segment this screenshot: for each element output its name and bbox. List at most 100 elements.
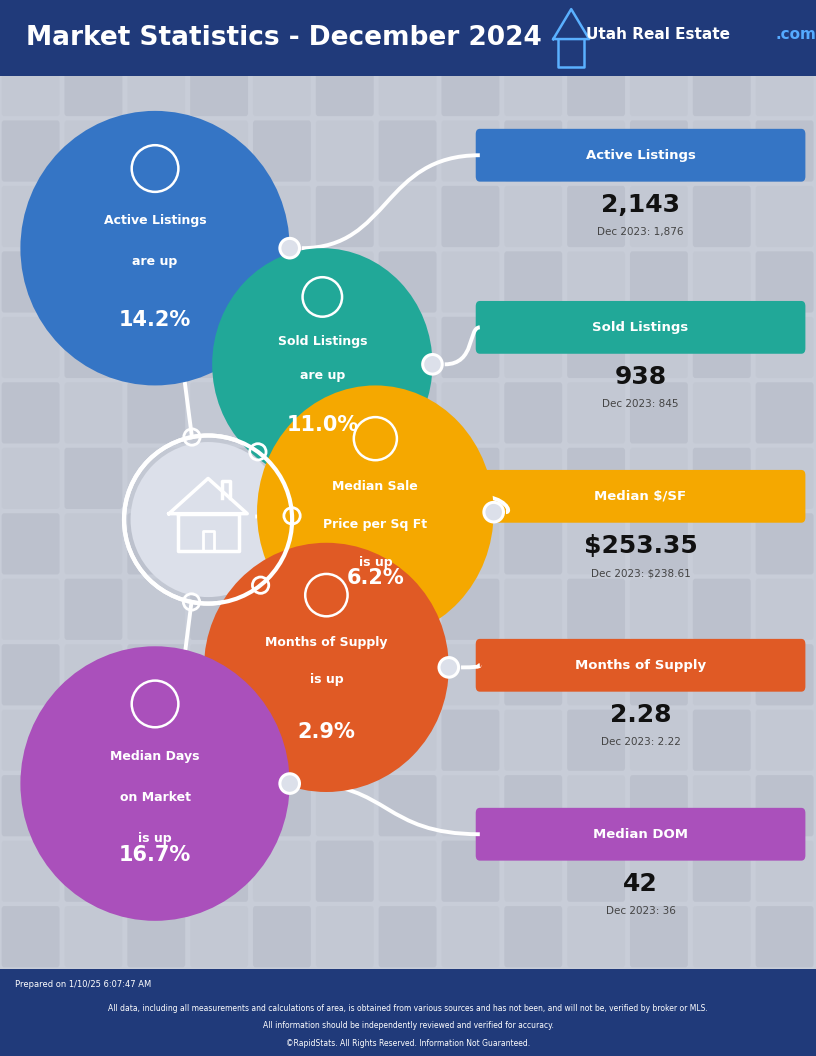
FancyBboxPatch shape xyxy=(190,841,248,902)
Ellipse shape xyxy=(20,111,290,385)
FancyBboxPatch shape xyxy=(127,644,185,705)
FancyBboxPatch shape xyxy=(756,579,814,640)
FancyBboxPatch shape xyxy=(379,841,437,902)
Text: 14.2%: 14.2% xyxy=(119,309,191,329)
FancyBboxPatch shape xyxy=(504,382,562,444)
FancyBboxPatch shape xyxy=(253,513,311,574)
Ellipse shape xyxy=(439,658,459,677)
Text: Dec 2023: 2.22: Dec 2023: 2.22 xyxy=(601,737,681,748)
FancyBboxPatch shape xyxy=(756,775,814,836)
FancyBboxPatch shape xyxy=(693,186,751,247)
Ellipse shape xyxy=(257,385,494,639)
FancyBboxPatch shape xyxy=(630,906,688,967)
FancyBboxPatch shape xyxy=(316,906,374,967)
FancyBboxPatch shape xyxy=(630,55,688,116)
Text: Utah Real Estate: Utah Real Estate xyxy=(586,27,730,42)
FancyBboxPatch shape xyxy=(441,251,499,313)
FancyBboxPatch shape xyxy=(630,317,688,378)
FancyBboxPatch shape xyxy=(127,382,185,444)
FancyBboxPatch shape xyxy=(2,382,60,444)
FancyBboxPatch shape xyxy=(190,710,248,771)
FancyBboxPatch shape xyxy=(253,841,311,902)
FancyBboxPatch shape xyxy=(630,710,688,771)
FancyBboxPatch shape xyxy=(630,513,688,574)
FancyBboxPatch shape xyxy=(316,579,374,640)
FancyBboxPatch shape xyxy=(379,513,437,574)
FancyBboxPatch shape xyxy=(441,644,499,705)
FancyBboxPatch shape xyxy=(693,317,751,378)
FancyBboxPatch shape xyxy=(630,579,688,640)
Text: Median Days: Median Days xyxy=(110,750,200,762)
FancyBboxPatch shape xyxy=(316,775,374,836)
FancyBboxPatch shape xyxy=(190,120,248,182)
Text: 16.7%: 16.7% xyxy=(119,845,191,865)
FancyBboxPatch shape xyxy=(64,775,122,836)
Ellipse shape xyxy=(280,239,299,258)
FancyBboxPatch shape xyxy=(64,448,122,509)
FancyBboxPatch shape xyxy=(756,513,814,574)
FancyBboxPatch shape xyxy=(2,251,60,313)
FancyBboxPatch shape xyxy=(567,382,625,444)
FancyBboxPatch shape xyxy=(693,710,751,771)
FancyBboxPatch shape xyxy=(379,775,437,836)
FancyBboxPatch shape xyxy=(190,906,248,967)
FancyBboxPatch shape xyxy=(693,120,751,182)
FancyBboxPatch shape xyxy=(567,841,625,902)
Text: 2.28: 2.28 xyxy=(610,703,672,727)
Text: Median $/SF: Median $/SF xyxy=(595,490,686,503)
FancyBboxPatch shape xyxy=(567,906,625,967)
FancyBboxPatch shape xyxy=(630,382,688,444)
FancyBboxPatch shape xyxy=(253,448,311,509)
FancyBboxPatch shape xyxy=(64,186,122,247)
Text: on Market: on Market xyxy=(119,791,191,804)
FancyBboxPatch shape xyxy=(441,382,499,444)
FancyBboxPatch shape xyxy=(0,969,816,1056)
FancyBboxPatch shape xyxy=(630,120,688,182)
FancyBboxPatch shape xyxy=(693,55,751,116)
FancyBboxPatch shape xyxy=(316,710,374,771)
FancyBboxPatch shape xyxy=(567,55,625,116)
FancyBboxPatch shape xyxy=(504,579,562,640)
Ellipse shape xyxy=(204,543,449,792)
FancyBboxPatch shape xyxy=(693,382,751,444)
FancyBboxPatch shape xyxy=(504,120,562,182)
FancyBboxPatch shape xyxy=(0,76,816,969)
FancyBboxPatch shape xyxy=(379,251,437,313)
FancyBboxPatch shape xyxy=(504,644,562,705)
FancyBboxPatch shape xyxy=(127,448,185,509)
Text: is up: is up xyxy=(309,674,344,686)
Text: 938: 938 xyxy=(614,365,667,389)
FancyBboxPatch shape xyxy=(756,55,814,116)
Text: Prepared on 1/10/25 6:07:47 AM: Prepared on 1/10/25 6:07:47 AM xyxy=(15,980,151,989)
Text: Sold Listings: Sold Listings xyxy=(277,335,367,347)
FancyBboxPatch shape xyxy=(253,120,311,182)
FancyBboxPatch shape xyxy=(253,251,311,313)
FancyBboxPatch shape xyxy=(64,579,122,640)
Text: Dec 2023: 845: Dec 2023: 845 xyxy=(602,399,679,410)
FancyBboxPatch shape xyxy=(127,251,185,313)
FancyBboxPatch shape xyxy=(756,448,814,509)
FancyBboxPatch shape xyxy=(441,513,499,574)
FancyBboxPatch shape xyxy=(2,644,60,705)
FancyBboxPatch shape xyxy=(127,55,185,116)
FancyBboxPatch shape xyxy=(441,317,499,378)
FancyBboxPatch shape xyxy=(316,644,374,705)
FancyBboxPatch shape xyxy=(253,644,311,705)
FancyBboxPatch shape xyxy=(316,317,374,378)
FancyBboxPatch shape xyxy=(316,382,374,444)
FancyBboxPatch shape xyxy=(253,906,311,967)
FancyBboxPatch shape xyxy=(630,775,688,836)
FancyBboxPatch shape xyxy=(2,710,60,771)
Text: Dec 2023: $238.61: Dec 2023: $238.61 xyxy=(591,568,690,579)
FancyBboxPatch shape xyxy=(567,120,625,182)
FancyBboxPatch shape xyxy=(253,186,311,247)
FancyBboxPatch shape xyxy=(379,186,437,247)
FancyBboxPatch shape xyxy=(379,579,437,640)
FancyBboxPatch shape xyxy=(693,775,751,836)
Text: Dec 2023: 36: Dec 2023: 36 xyxy=(605,906,676,917)
FancyBboxPatch shape xyxy=(2,317,60,378)
FancyBboxPatch shape xyxy=(504,513,562,574)
FancyBboxPatch shape xyxy=(316,186,374,247)
FancyBboxPatch shape xyxy=(64,55,122,116)
FancyBboxPatch shape xyxy=(756,382,814,444)
